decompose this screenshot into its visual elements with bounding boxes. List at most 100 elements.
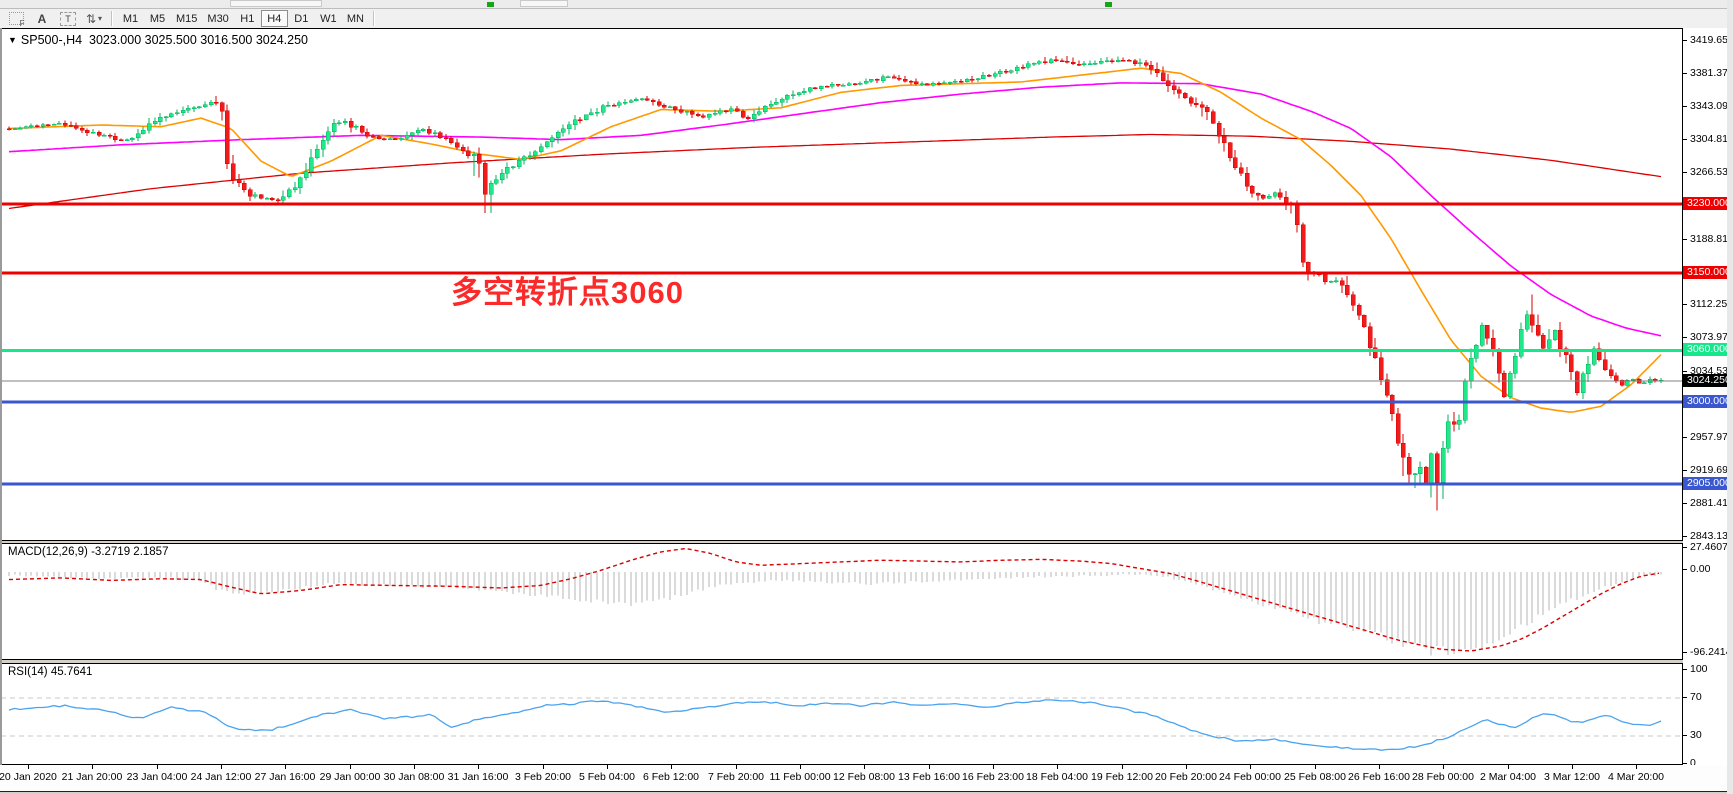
chart-annotation-text: 多空转折点3060 xyxy=(451,275,684,310)
time-label: 28 Feb 00:00 xyxy=(1412,771,1474,783)
toolbar-separator xyxy=(111,11,113,26)
time-tick xyxy=(1572,765,1573,769)
arrows-glyph: ⇅ xyxy=(85,11,97,26)
timeframe-mn[interactable]: MN xyxy=(346,12,364,25)
time-tick xyxy=(1250,765,1251,769)
tick-dash xyxy=(1683,239,1687,240)
macd-chart-canvas[interactable] xyxy=(1,544,1682,659)
main-chart-panel: ▼ SP500-,H4 3023.000 3025.500 3016.500 30… xyxy=(0,28,1683,541)
time-label: 25 Feb 08:00 xyxy=(1284,771,1346,783)
timeframe-h1[interactable]: H1 xyxy=(240,12,255,25)
tick-dash xyxy=(1683,735,1687,736)
tick-dash xyxy=(1683,697,1687,698)
time-tick xyxy=(736,765,737,769)
tick-dash xyxy=(1683,371,1687,372)
time-tick xyxy=(543,765,544,769)
a-glyph: A xyxy=(37,11,47,26)
time-tick xyxy=(1057,765,1058,769)
timeframe-m30[interactable]: M30 xyxy=(207,12,229,25)
timeframe-button-group: M1 M5 M15 M30 H1 H4 D1 W1 MN xyxy=(117,10,369,27)
symbol-dropdown-icon[interactable]: ▼ xyxy=(8,35,17,45)
tick-dash xyxy=(1683,569,1687,570)
rsi-chart-canvas[interactable] xyxy=(1,664,1682,764)
macd-label: MACD(12,26,9) -3.2719 2.1857 xyxy=(8,546,169,558)
time-label: 20 Jan 2020 xyxy=(0,771,57,783)
time-tick xyxy=(92,765,93,769)
tick-text: 2957.970 xyxy=(1690,431,1733,443)
tick-dash xyxy=(1683,437,1687,438)
time-label: 21 Jan 20:00 xyxy=(61,771,123,783)
tick-dash xyxy=(1683,40,1687,41)
price-tag: 2905.000 xyxy=(1683,477,1731,490)
time-tick xyxy=(414,765,415,769)
time-label: 3 Mar 12:00 xyxy=(1543,771,1601,783)
tick-dash xyxy=(1683,547,1687,548)
tick-text: 100 xyxy=(1690,663,1708,675)
label-tool-icon[interactable]: T xyxy=(56,10,80,27)
time-tick xyxy=(800,765,801,769)
tick-dash xyxy=(1683,669,1687,670)
time-label: 3 Feb 20:00 xyxy=(514,771,572,783)
time-tick xyxy=(285,765,286,769)
tick-text: 3188.810 xyxy=(1690,233,1733,245)
time-tick xyxy=(993,765,994,769)
chart-toolbar: F A T ⇅ ▾ M1 M5 M15 M30 H1 H4 D1 W1 MN xyxy=(0,9,1733,29)
timeframe-w1[interactable]: W1 xyxy=(320,12,337,25)
time-tick xyxy=(221,765,222,769)
time-label: 19 Feb 12:00 xyxy=(1091,771,1153,783)
timeframe-m15[interactable]: M15 xyxy=(176,12,198,25)
tick-text: 3419.650 xyxy=(1690,34,1733,46)
panel-separator[interactable] xyxy=(0,660,1733,663)
tick-text: 0 xyxy=(1690,757,1696,769)
time-label: 27 Jan 16:00 xyxy=(254,771,316,783)
time-label: 24 Jan 12:00 xyxy=(190,771,252,783)
tick-text: 3266.530 xyxy=(1690,166,1733,178)
price-scale[interactable]: 3419.650 3381.370 3343.090 3304.810 3266.530… xyxy=(1683,28,1733,769)
ohlc-values: 3023.000 3025.500 3016.500 3024.250 xyxy=(89,33,308,47)
time-label: 4 Mar 20:00 xyxy=(1607,771,1665,783)
toolbar-fragment xyxy=(230,0,322,7)
rsi-indicator-panel: RSI(14) 45.7641 xyxy=(0,663,1683,765)
time-label: 23 Jan 04:00 xyxy=(126,771,188,783)
f-glyph: F xyxy=(19,19,25,28)
price-tag: 3150.000 xyxy=(1683,266,1731,279)
time-label: 13 Feb 16:00 xyxy=(898,771,960,783)
time-axis[interactable]: 20 Jan 2020 21 Jan 20:00 23 Jan 04:00 24 Ja… xyxy=(0,765,1733,791)
time-label: 16 Feb 23:00 xyxy=(962,771,1024,783)
price-tag: 3230.000 xyxy=(1683,197,1731,210)
timeframe-h4[interactable]: H4 xyxy=(260,10,288,27)
sort-arrows-icon[interactable]: ⇅ ▾ xyxy=(82,10,106,27)
dropdown-caret-icon[interactable]: ▾ xyxy=(98,14,103,23)
tick-dash xyxy=(1683,763,1687,764)
time-label: 30 Jan 08:00 xyxy=(383,771,445,783)
timeframe-m1[interactable]: M1 xyxy=(122,12,139,25)
time-tick xyxy=(478,765,479,769)
tick-dash xyxy=(1683,470,1687,471)
tick-text: -96.2414 xyxy=(1690,646,1732,658)
tick-dash xyxy=(1683,337,1687,338)
timeframe-d1[interactable]: D1 xyxy=(294,12,309,25)
time-tick xyxy=(157,765,158,769)
tick-dash xyxy=(1683,172,1687,173)
time-tick xyxy=(1122,765,1123,769)
panel-separator[interactable] xyxy=(0,541,1733,543)
chart-shift-icon[interactable]: F xyxy=(4,10,28,28)
time-label: 7 Feb 20:00 xyxy=(707,771,765,783)
tick-text: 2843.130 xyxy=(1690,530,1733,542)
time-label: 2 Mar 04:00 xyxy=(1479,771,1537,783)
price-tag: 3060.000 xyxy=(1683,343,1731,356)
time-tick xyxy=(1315,765,1316,769)
tick-dash xyxy=(1683,503,1687,504)
price-tag: 3000.000 xyxy=(1683,395,1731,408)
text-annotation-icon[interactable]: A xyxy=(30,10,54,27)
tick-dash xyxy=(1683,304,1687,305)
chart-shift-glyph: F xyxy=(8,12,25,28)
candlestick-chart-canvas[interactable] xyxy=(1,29,1682,540)
time-label: 20 Feb 20:00 xyxy=(1155,771,1217,783)
time-label: 29 Jan 00:00 xyxy=(319,771,381,783)
time-tick xyxy=(28,765,29,769)
tick-text: 3381.370 xyxy=(1690,67,1733,79)
toolbar-fragment-green xyxy=(487,2,494,7)
timeframe-m5[interactable]: M5 xyxy=(149,12,166,25)
tick-text: 3073.970 xyxy=(1690,331,1733,343)
